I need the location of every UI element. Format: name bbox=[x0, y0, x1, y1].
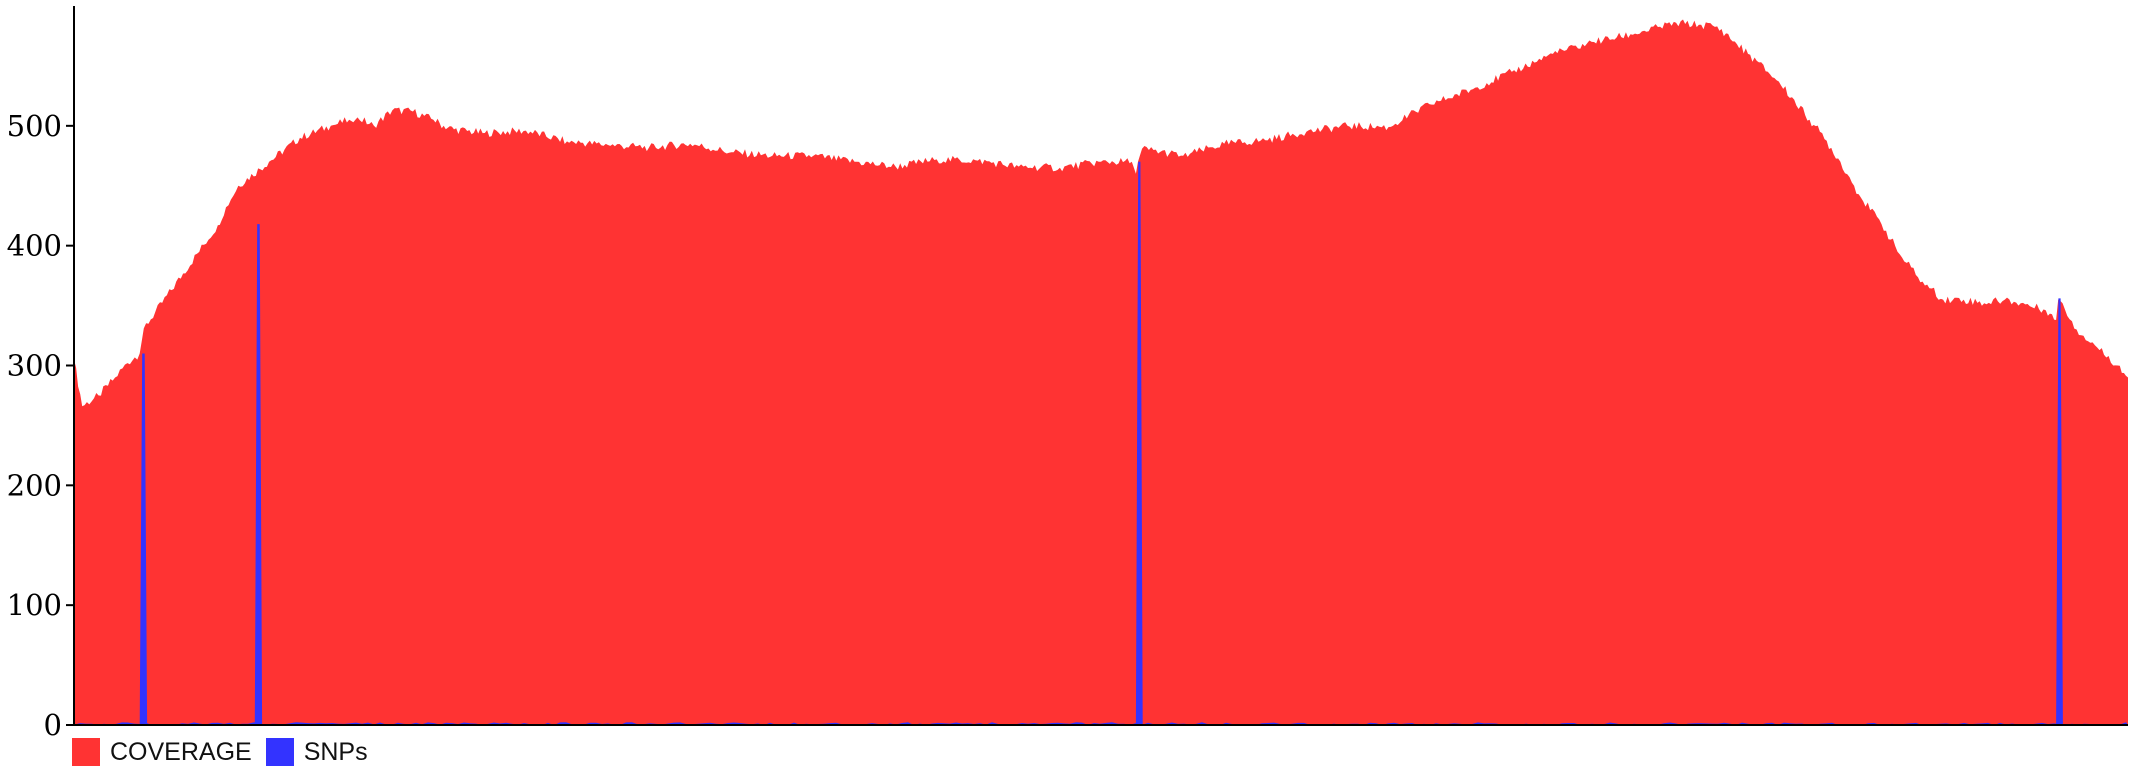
legend-item-coverage: COVERAGE bbox=[72, 738, 252, 767]
legend-item-snps: SNPs bbox=[265, 737, 368, 767]
legend-swatch-snps bbox=[265, 738, 294, 766]
y-axis: 0 100 200 300 400 500 bbox=[7, 6, 2128, 742]
y-tick-label: 100 bbox=[7, 588, 62, 622]
legend-label-snps: SNPs bbox=[303, 737, 368, 766]
legend: COVERAGE SNPs bbox=[72, 734, 382, 770]
y-tick-label: 0 bbox=[44, 708, 62, 742]
y-tick-label: 400 bbox=[7, 229, 62, 263]
series-layer bbox=[74, 19, 2128, 726]
legend-label-coverage: COVERAGE bbox=[110, 737, 252, 766]
legend-swatch-coverage bbox=[72, 738, 100, 766]
y-tick-label: 200 bbox=[7, 468, 62, 502]
series-area-coverage bbox=[74, 19, 2128, 725]
y-tick-label: 500 bbox=[7, 109, 62, 143]
y-tick-label: 300 bbox=[7, 349, 62, 383]
